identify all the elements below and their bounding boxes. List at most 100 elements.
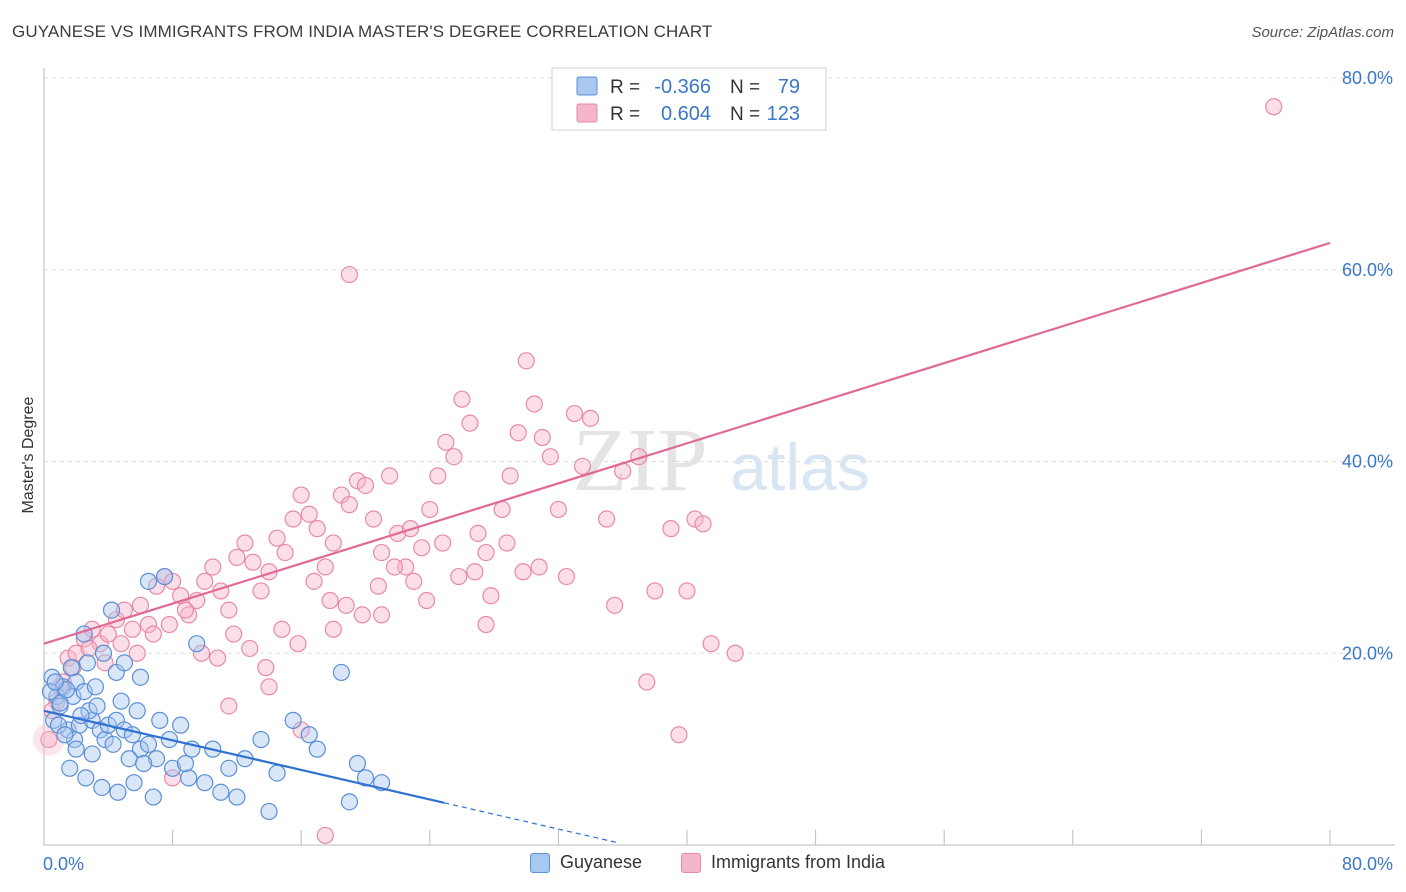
india-point-25	[236, 534, 254, 552]
guyanese-point-52	[61, 759, 79, 777]
guyanese-point-23	[164, 759, 182, 777]
legend-n-value-india: 123	[767, 103, 800, 125]
india-point-34	[308, 520, 326, 538]
india-point-96	[369, 577, 387, 595]
guyanese-point-19	[83, 745, 101, 763]
guyanese-point-58	[176, 754, 195, 773]
india-point-109	[260, 678, 278, 696]
india-point-114	[557, 567, 576, 586]
india-point-16	[164, 572, 182, 590]
guyanese-point-51	[172, 716, 190, 734]
guyanese-point-69	[120, 750, 138, 768]
y-axis-label: Master's Degree	[20, 396, 37, 513]
guyanese-point-68	[104, 735, 122, 753]
india-point-90	[273, 620, 291, 638]
india-point-70	[646, 582, 664, 600]
x-tick-label-max: 80.0%	[1342, 854, 1393, 874]
guyanese-point-67	[88, 697, 106, 715]
india-point-30	[276, 543, 294, 562]
india-point-56	[493, 500, 511, 519]
india-point-33	[300, 505, 318, 523]
bottom-legend: Guyanese Immigrants from India	[0, 852, 1406, 878]
correlation-legend	[551, 67, 827, 131]
india-point-31	[284, 510, 302, 528]
india-point-82	[144, 625, 162, 643]
legend-swatch-guyanese	[576, 76, 598, 96]
watermark-atlas: atlas	[730, 430, 869, 504]
india-point-55	[477, 543, 495, 562]
guyanese-point-8	[75, 682, 93, 701]
legend-r-label-india: R =	[610, 104, 640, 125]
india-point-111	[324, 620, 342, 638]
guyanese-point-33	[188, 635, 206, 653]
guyanese-point-0	[43, 668, 61, 686]
legend-r-value-guyanese: -0.366	[654, 76, 711, 98]
india-point-92	[305, 572, 323, 590]
india-point-72	[678, 582, 696, 600]
india-point-20	[196, 572, 214, 590]
india-point-121	[316, 826, 334, 845]
india-point-103	[482, 587, 500, 605]
india-point-8	[99, 625, 117, 643]
india-point-57	[501, 467, 519, 485]
source-label: Source: ZipAtlas.com	[1251, 24, 1394, 41]
india-point-78	[80, 639, 98, 658]
guyanese-point-39	[308, 740, 326, 758]
y-tick-label-2: 60.0%	[1342, 260, 1393, 280]
guyanese-point-34	[212, 783, 230, 801]
legend-r-value-india: 0.604	[661, 103, 711, 125]
india-point-0	[40, 730, 58, 749]
guyanese-point-37	[284, 711, 302, 729]
india-point-99	[417, 591, 436, 610]
y-tick-label-3: 80.0%	[1342, 68, 1393, 88]
guyanese-point-63	[41, 682, 60, 701]
legend-item-india: Immigrants from India	[681, 852, 885, 873]
guyanese-point-40	[332, 663, 350, 682]
india-point-102	[466, 563, 484, 581]
india-point-113	[477, 615, 495, 634]
legend-r-label-guyanese: R =	[610, 77, 640, 98]
india-point-23	[220, 601, 238, 619]
india-point-49	[429, 467, 447, 485]
india-point-116	[638, 673, 656, 691]
india-point-88	[241, 639, 259, 658]
guyanese-point-65	[56, 726, 74, 744]
guyanese-point-41	[348, 754, 367, 773]
guyanese-point-50	[151, 711, 169, 729]
india-point-118	[702, 635, 720, 653]
guyanese-point-61	[252, 730, 270, 749]
india-point-89	[257, 659, 275, 677]
guyanese-point-42	[356, 769, 375, 787]
guyanese-point-48	[112, 692, 130, 710]
legend-label-guyanese: Guyanese	[560, 852, 643, 872]
india-point-62	[541, 448, 559, 466]
legend-n-value-guyanese: 79	[778, 76, 800, 98]
india-point-80	[112, 635, 130, 653]
guyanese-trend-line	[43, 709, 445, 804]
india-point-115	[606, 596, 624, 614]
guyanese-point-36	[260, 802, 278, 821]
india-point-85	[192, 644, 211, 662]
y-tick-label-0: 20.0%	[1342, 643, 1393, 663]
guyanese-point-12	[91, 721, 109, 739]
guyanese-point-56	[125, 774, 143, 792]
india-point-58	[509, 424, 527, 442]
india-point-50	[437, 433, 455, 451]
india-point-11	[123, 620, 142, 638]
india-point-35	[316, 558, 334, 576]
india-point-71	[662, 520, 680, 538]
india-point-32	[292, 486, 310, 504]
guyanese-point-53	[77, 769, 95, 787]
india-point-108	[220, 697, 238, 715]
legend-swatch-india	[681, 852, 701, 873]
india-point-73	[686, 510, 704, 528]
guyanese-point-77	[94, 644, 113, 662]
guyanese-point-21	[139, 735, 158, 753]
guyanese-point-28	[131, 668, 150, 686]
india-point-100	[434, 534, 452, 552]
india-point-60	[525, 395, 543, 413]
india-point-105	[514, 563, 532, 581]
guyanese-point-30	[102, 601, 121, 619]
india-point-51	[445, 448, 463, 466]
